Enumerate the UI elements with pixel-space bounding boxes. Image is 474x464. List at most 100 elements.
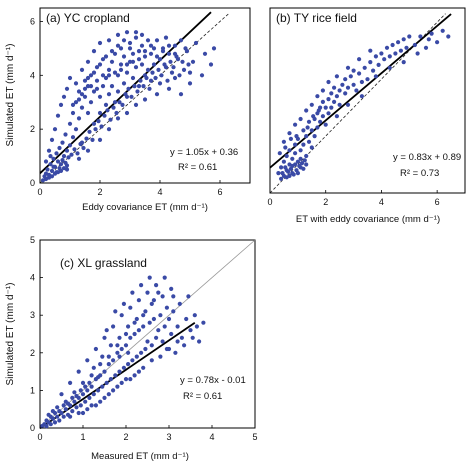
data-point xyxy=(384,45,390,50)
panel-title: (c) XL grassland xyxy=(60,256,147,270)
x-tick-label: 1 xyxy=(80,432,85,442)
data-point xyxy=(283,145,288,150)
data-point xyxy=(111,358,116,363)
data-point xyxy=(114,110,119,116)
data-point xyxy=(75,151,80,156)
data-point xyxy=(142,97,148,102)
data-point xyxy=(74,393,79,399)
data-point xyxy=(281,139,286,144)
data-point xyxy=(166,43,172,48)
data-point xyxy=(70,395,75,400)
data-point xyxy=(181,67,187,72)
data-point xyxy=(286,169,291,174)
data-point xyxy=(316,108,321,113)
data-point xyxy=(153,75,158,81)
data-point xyxy=(44,418,49,423)
data-point xyxy=(105,108,110,113)
data-point xyxy=(136,49,142,54)
data-point xyxy=(171,294,176,299)
data-point xyxy=(175,339,180,344)
data-point xyxy=(277,151,282,156)
fit-line xyxy=(269,13,452,169)
data-point xyxy=(90,137,95,142)
data-point xyxy=(415,51,420,56)
data-point xyxy=(93,346,98,352)
data-point xyxy=(156,67,161,72)
data-point xyxy=(93,403,98,408)
data-point xyxy=(76,97,82,102)
data-point xyxy=(365,77,370,82)
x-tick-label: 6 xyxy=(217,187,222,197)
x-tick-label: 4 xyxy=(379,197,384,207)
data-point xyxy=(293,151,298,156)
x-tick-label: 0 xyxy=(37,187,42,197)
data-point xyxy=(298,156,303,161)
data-point xyxy=(291,172,296,177)
data-point xyxy=(440,28,445,33)
data-point xyxy=(199,73,205,78)
data-point xyxy=(108,117,113,122)
y-tick-label: 2 xyxy=(30,348,35,358)
data-point xyxy=(283,165,288,170)
data-point xyxy=(202,51,208,56)
x-tick-label: 0 xyxy=(37,432,42,442)
data-point xyxy=(318,119,323,124)
data-point xyxy=(64,148,70,153)
data-point xyxy=(124,62,130,67)
data-point xyxy=(306,119,312,124)
y-tick-label: 6 xyxy=(30,16,35,26)
data-point xyxy=(184,316,189,322)
data-point xyxy=(376,62,381,67)
data-point xyxy=(100,57,106,62)
data-point xyxy=(154,54,160,59)
data-point xyxy=(118,62,124,67)
data-point xyxy=(130,59,136,64)
data-point xyxy=(136,57,142,62)
data-point xyxy=(121,81,127,86)
data-point xyxy=(178,92,184,97)
data-point xyxy=(359,94,364,99)
data-point xyxy=(82,78,88,83)
x-axis-label: Eddy covariance ET (mm d⁻¹) xyxy=(82,202,208,213)
data-point xyxy=(150,70,155,75)
data-point xyxy=(94,86,100,91)
data-point xyxy=(287,148,292,153)
data-point xyxy=(149,301,154,306)
data-point xyxy=(139,43,145,48)
data-point xyxy=(158,313,163,318)
data-point xyxy=(120,102,125,107)
data-point xyxy=(128,377,133,382)
data-point xyxy=(309,128,314,133)
y-tick-label: 4 xyxy=(30,70,35,80)
data-point xyxy=(81,145,86,151)
data-point xyxy=(85,148,91,153)
data-point xyxy=(172,43,178,48)
data-point xyxy=(109,59,115,64)
data-point xyxy=(211,46,217,51)
data-point xyxy=(130,51,136,56)
x-ticks: 0 1 2 3 4 5 xyxy=(37,425,258,442)
data-point xyxy=(169,286,174,291)
data-point xyxy=(63,132,68,137)
data-point xyxy=(48,162,53,167)
data-point xyxy=(123,331,129,337)
data-point xyxy=(157,57,163,62)
data-point xyxy=(188,328,193,333)
data-point xyxy=(359,79,364,85)
x-ticks: 0 2 4 6 xyxy=(267,190,440,207)
data-point xyxy=(294,134,299,139)
data-point xyxy=(94,65,100,70)
data-point xyxy=(148,43,154,48)
data-point xyxy=(141,84,146,89)
r2-label: R² = 0.61 xyxy=(178,162,217,173)
data-point xyxy=(43,159,49,164)
data-point xyxy=(340,82,345,87)
data-point xyxy=(299,161,305,166)
data-point xyxy=(55,113,61,118)
data-point xyxy=(390,42,395,48)
data-point xyxy=(130,358,135,363)
equation-label: y = 1.05x + 0.36 xyxy=(170,147,238,158)
data-point xyxy=(48,422,53,427)
data-point xyxy=(127,46,133,51)
